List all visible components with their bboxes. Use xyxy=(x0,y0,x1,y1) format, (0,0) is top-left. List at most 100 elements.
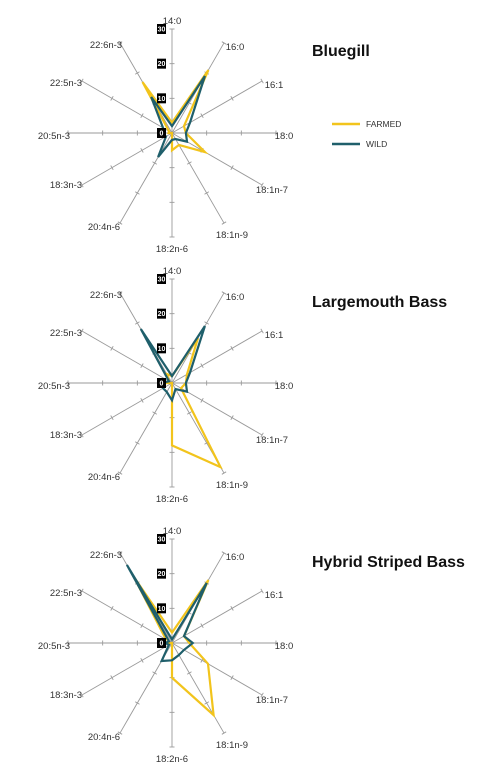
r-tick-label: 0 xyxy=(160,381,164,388)
axis-tick xyxy=(117,41,123,45)
axis-spoke xyxy=(171,80,263,134)
axis-tick xyxy=(260,692,264,698)
axis-tick xyxy=(260,588,264,594)
axis-label: 22:5n-3 xyxy=(50,328,82,339)
axis-tick xyxy=(260,78,264,84)
r-tick-box xyxy=(157,128,166,138)
legend-label-farmed: FARMED xyxy=(366,119,401,129)
axis-label: 16:0 xyxy=(226,42,245,53)
axis-label: 18:2n-6 xyxy=(156,754,188,765)
axis-tick xyxy=(110,605,114,611)
axis-tick xyxy=(221,291,227,295)
axis-spoke xyxy=(81,382,173,436)
r-tick-label: 20 xyxy=(158,61,166,68)
axis-tick xyxy=(221,221,227,225)
axis-tick xyxy=(204,191,210,195)
r-tick-label: 0 xyxy=(160,131,164,138)
axis-label: 16:1 xyxy=(265,590,284,601)
r-tick-box xyxy=(157,638,166,648)
axis-label: 18:1n-7 xyxy=(256,695,288,706)
r-tick-label: 30 xyxy=(158,27,166,34)
axis-tick xyxy=(230,415,234,421)
r-tick-box xyxy=(157,534,166,544)
chart-title: Bluegill xyxy=(312,43,370,60)
r-tick-label: 10 xyxy=(158,96,166,103)
axis-tick xyxy=(110,675,114,681)
axis-tick xyxy=(204,321,210,325)
radar-chart-2: 14:0 16:0 16:1 18:0 18:1n-7 18:1n-9 18:2n-6 20:… xyxy=(38,266,447,505)
r-tick-box xyxy=(157,93,166,104)
axis-tick xyxy=(200,623,204,629)
r-tick-box xyxy=(157,603,166,614)
legend-label-wild: WILD xyxy=(366,139,387,149)
axis-tick xyxy=(117,731,123,735)
axis-tick xyxy=(134,191,140,195)
axis-tick xyxy=(221,471,227,475)
axis-tick xyxy=(186,671,192,675)
r-tick-box xyxy=(157,343,166,354)
axis-label: 20:4n-6 xyxy=(88,732,120,743)
radar-chart-1: 14:0 16:0 16:1 18:0 18:1n-7 18:1n-9 18:2n-6 20:… xyxy=(38,16,370,255)
axis-tick xyxy=(260,432,264,438)
axis-label: 18:1n-9 xyxy=(216,480,248,491)
axis-label: 18:3n-3 xyxy=(50,690,82,701)
axis-tick xyxy=(152,671,158,675)
axis-tick xyxy=(140,623,144,629)
axis-tick xyxy=(110,165,114,171)
axis-tick xyxy=(230,95,234,101)
axis-tick xyxy=(260,182,264,188)
series-wild-line xyxy=(150,75,206,158)
r-tick-box xyxy=(157,308,166,319)
r-tick-box xyxy=(157,24,166,34)
axis-tick xyxy=(134,441,140,445)
axis-label: 18:1n-7 xyxy=(256,185,288,196)
series-farmed-line xyxy=(164,337,223,470)
axis-tick xyxy=(230,345,234,351)
axis-label: 18:2n-6 xyxy=(156,494,188,505)
axis-tick xyxy=(200,363,204,369)
axis-spoke xyxy=(171,642,225,734)
axis-label: 18:2n-6 xyxy=(156,244,188,255)
axis-spoke xyxy=(119,132,173,224)
axis-label: 16:0 xyxy=(226,552,245,563)
axis-tick xyxy=(80,588,84,594)
axis-tick xyxy=(230,675,234,681)
axis-tick xyxy=(221,731,227,735)
series-wild-line xyxy=(139,325,206,403)
r-tick-box xyxy=(157,274,166,284)
axis-tick xyxy=(140,397,144,403)
axis-tick xyxy=(110,345,114,351)
axis-label: 22:6n-3 xyxy=(90,40,122,51)
axis-label: 18:0 xyxy=(275,131,294,142)
axis-tick xyxy=(134,321,140,325)
series-farmed-line xyxy=(141,69,210,155)
r-tick-label: 20 xyxy=(158,311,166,318)
chart-title: Hybrid Striped Bass xyxy=(312,554,465,571)
axis-label: 20:4n-6 xyxy=(88,222,120,233)
axis-tick xyxy=(186,411,192,415)
r-tick-label: 20 xyxy=(158,571,166,578)
axis-label: 20:5n-3 xyxy=(38,641,70,652)
r-tick-label: 30 xyxy=(158,277,166,284)
axis-tick xyxy=(260,328,264,334)
axis-tick xyxy=(186,161,192,165)
axis-spoke xyxy=(81,132,173,186)
axis-tick xyxy=(200,113,204,119)
axis-label: 18:1n-7 xyxy=(256,435,288,446)
axis-label: 14:0 xyxy=(163,526,182,537)
axis-tick xyxy=(221,41,227,45)
chart-title: Largemouth Bass xyxy=(312,294,447,311)
axis-spoke xyxy=(81,590,173,644)
axis-tick xyxy=(80,432,84,438)
axis-label: 16:1 xyxy=(265,80,284,91)
r-tick-box xyxy=(157,58,166,69)
axis-tick xyxy=(140,363,144,369)
r-tick-label: 30 xyxy=(158,537,166,544)
series-wild-line xyxy=(125,564,208,663)
axis-tick xyxy=(80,328,84,334)
axis-tick xyxy=(140,147,144,153)
axis-tick xyxy=(152,411,158,415)
axis-label: 20:5n-3 xyxy=(38,381,70,392)
axis-label: 20:4n-6 xyxy=(88,472,120,483)
